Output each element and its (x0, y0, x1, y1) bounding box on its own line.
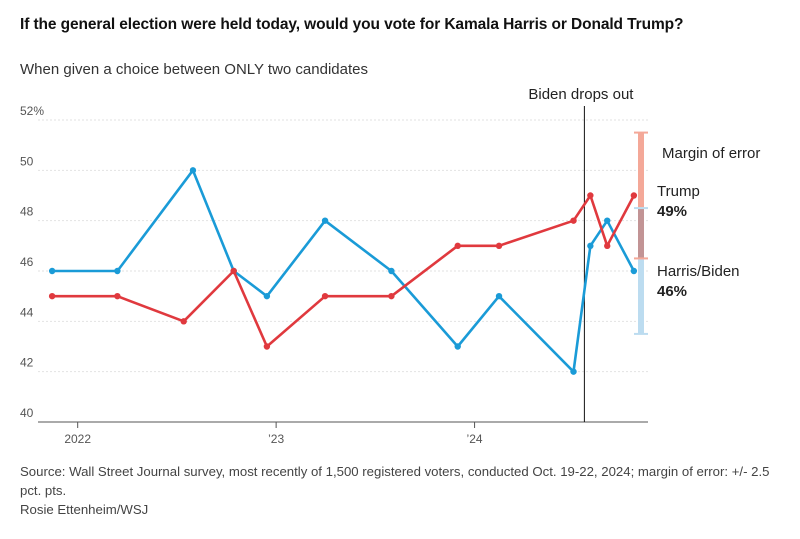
data-point (454, 343, 461, 350)
y-tick-label: 48 (20, 205, 34, 219)
y-tick-label: 40 (20, 406, 34, 420)
y-tick-label: 50 (20, 154, 34, 168)
data-point (495, 242, 503, 250)
x-tick-label: ’23 (268, 432, 284, 446)
x-tick-label: 2022 (64, 432, 91, 446)
data-point (587, 192, 594, 199)
credit-text: Rosie Ettenheim/WSJ (20, 502, 149, 517)
data-point (263, 343, 271, 350)
data-point (321, 217, 329, 224)
data-point (570, 217, 577, 224)
y-axis-ticks: 40 42 44 46 48 50 52% (20, 104, 44, 420)
source-note: Source: Wall Street Journal survey, most… (20, 462, 790, 519)
data-point (570, 368, 577, 375)
data-point (48, 267, 56, 275)
series-lines (48, 167, 638, 375)
trump-value: 49% (657, 203, 687, 220)
chart-subtitle: When given a choice between ONLY two can… (20, 61, 368, 78)
harris-label: Harris/Biden (657, 263, 740, 280)
x-tick-label: ’24 (467, 432, 483, 446)
series-labels: Trump 49% Harris/Biden 46% (657, 183, 740, 300)
data-point (230, 267, 237, 275)
margin-of-error-label: Margin of error (662, 145, 760, 162)
data-point (114, 267, 121, 275)
data-point (48, 292, 56, 300)
y-tick-label: 44 (20, 305, 34, 319)
y-tick-label: 42 (20, 356, 34, 370)
biden-drops-out-label: Biden drops out (528, 86, 634, 103)
event-marker: Biden drops out (528, 86, 634, 422)
trump-label: Trump (657, 183, 700, 200)
data-point (587, 242, 594, 250)
gridlines (38, 119, 648, 423)
y-tick-label: 46 (20, 255, 34, 269)
data-point (630, 192, 638, 199)
y-tick-label: 52% (20, 104, 44, 118)
x-axis: 2022 ’23 ’24 (64, 422, 483, 446)
data-point (180, 318, 187, 325)
margin-of-error-bars: Margin of error (634, 131, 760, 335)
harris-moe-bar (638, 208, 644, 334)
data-point (114, 292, 121, 300)
data-point (454, 242, 461, 250)
data-point (604, 242, 611, 250)
trump-moe-bar (638, 132, 644, 259)
data-point (388, 267, 395, 275)
data-point (630, 267, 638, 275)
source-text: Source: Wall Street Journal survey, most… (20, 464, 770, 498)
data-point (263, 292, 271, 300)
data-point (189, 167, 197, 174)
data-point (388, 292, 395, 300)
overlap-moe-bar (638, 208, 644, 259)
data-point (321, 292, 329, 300)
chart-title: If the general election were held today,… (20, 16, 684, 33)
harris-value: 46% (657, 283, 687, 300)
data-point (604, 217, 611, 224)
data-point (495, 292, 503, 300)
